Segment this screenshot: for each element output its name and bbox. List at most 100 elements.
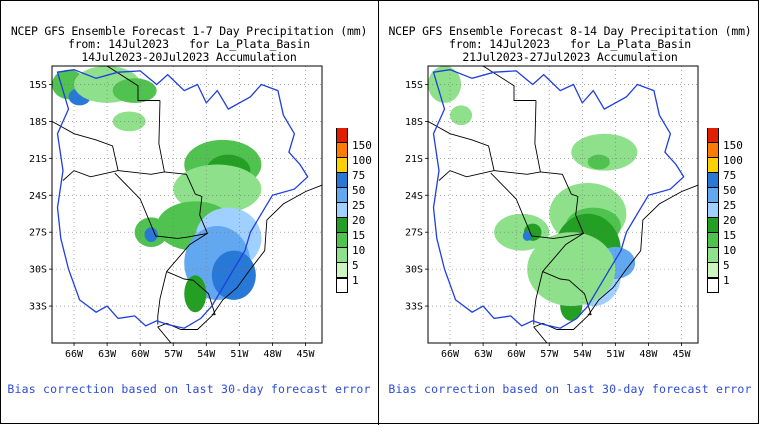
legend-label: 25 [352,199,366,212]
legend-label: 10 [723,244,737,257]
legend-color-box [336,143,348,158]
chart-title: NCEP GFS Ensemble Forecast 1-7 Day Preci… [10,24,368,38]
y-tick-label: 21S [29,154,47,165]
bias-correction-note: Bias correction based on last 30-day for… [7,382,371,396]
chart-subtitle-from: from: 14Jul2023 for La_Plata_Basin [448,37,692,51]
x-tick-label: 57W [540,349,559,360]
legend-color-box [707,173,719,188]
legend-color-box [707,143,719,158]
precip-map: 66W 63W 60W 57W 54W 51W 48W 45W 15S 18S 21S 24S 27S 3… [29,65,323,360]
legend-color-box [707,263,719,278]
y-tick-label: 30S [29,265,47,276]
panel-week2: NCEP GFS Ensemble Forecast 8-14 Day Prec… [380,0,760,425]
precip-area [112,78,157,103]
legend-color-box [336,218,348,233]
country-border [533,271,544,325]
panel-week1: NCEP GFS Ensemble Forecast 1-7 Day Preci… [0,0,379,425]
y-tick-label: 18S [29,117,47,128]
country-border [52,120,209,239]
y-tick-label: 30S [405,265,423,276]
legend-color-box [707,128,719,143]
x-tick-label: 63W [474,349,493,360]
x-tick-label: 63W [98,349,117,360]
legend-label: 15 [352,229,366,242]
x-tick-label: 54W [197,349,216,360]
country-border [62,170,119,181]
y-tick-label: 24S [29,191,47,202]
legend-color-box [707,188,719,203]
legend-color-box [707,278,719,293]
x-tick-label: 66W [441,349,460,360]
country-border [542,233,584,272]
precip-area [587,154,610,170]
legend-label: 100 [352,154,372,167]
coastline [533,184,698,343]
x-tick-label: 54W [573,349,592,360]
precip-area [184,275,207,313]
x-tick-label: 60W [131,349,150,360]
y-tick-label: 21S [405,154,423,165]
precip-layer [52,66,262,313]
legend-label: 75 [723,169,737,182]
country-border [542,271,592,316]
legend-label: 150 [352,139,372,152]
y-tick-label: 33S [29,302,47,313]
chart-subtitle-period: 14Jul2023-20Jul2023 Accumulation [81,50,297,64]
country-border [157,271,168,325]
legend-label: 1 [723,274,730,287]
y-tick-label: 18S [405,117,423,128]
chart-subtitle-period: 21Jul2023-27Jul2023 Accumulation [462,50,678,64]
plot-frame [51,65,323,344]
precip-area [211,250,256,300]
country-border [106,66,160,101]
legend-color-box [336,263,348,278]
x-tick-label: 45W [672,349,691,360]
legend-label: 20 [352,214,366,227]
x-tick-label: 51W [230,349,249,360]
country-border [438,170,495,181]
country-border [166,271,216,316]
legend-color-box [336,233,348,248]
legend-label: 20 [723,214,737,227]
legend-color-box [707,158,719,173]
legend-color-box [336,248,348,263]
legend-color-box [707,233,719,248]
basin-outline [432,69,685,329]
legend-label: 75 [352,169,366,182]
geography-layer [428,66,698,343]
precip-area [450,105,473,126]
legend-label: 15 [723,229,737,242]
country-border [534,100,541,172]
legend-label: 1 [352,274,359,287]
legend-color-box [336,158,348,173]
country-border [428,120,585,239]
precip-area [571,133,638,171]
country-border [166,233,208,272]
chart-title: NCEP GFS Ensemble Forecast 8-14 Day Prec… [388,24,752,38]
y-tick-label: 27S [29,228,47,239]
precip-map: 66W 63W 60W 57W 54W 51W 48W 45W 15S 18S 21S 24S 27S 3… [405,65,699,360]
y-tick-label: 33S [405,302,423,313]
y-tick-label: 24S [405,191,423,202]
legend-color-box [336,128,348,143]
country-border [158,100,165,172]
y-tick-label: 27S [405,228,423,239]
legend-label: 100 [723,154,743,167]
basin-outline [56,69,309,329]
legend-label: 5 [723,259,730,272]
legend-label: 25 [723,199,737,212]
legend-color-box [336,173,348,188]
legend-color-box [707,248,719,263]
precip-area [144,227,158,243]
legend-color-box [707,218,719,233]
chart-subtitle-from: from: 14Jul2023 for La_Plata_Basin [67,37,311,51]
x-tick-label: 51W [606,349,625,360]
legend-label: 50 [352,184,366,197]
bias-correction-note: Bias correction based on last 30-day for… [388,382,752,396]
x-tick-label: 57W [164,349,183,360]
legend-color-box [336,278,348,293]
legend-color-box [336,203,348,218]
precip-area [112,111,146,132]
plot-frame [427,65,699,344]
legend-label: 5 [352,259,359,272]
